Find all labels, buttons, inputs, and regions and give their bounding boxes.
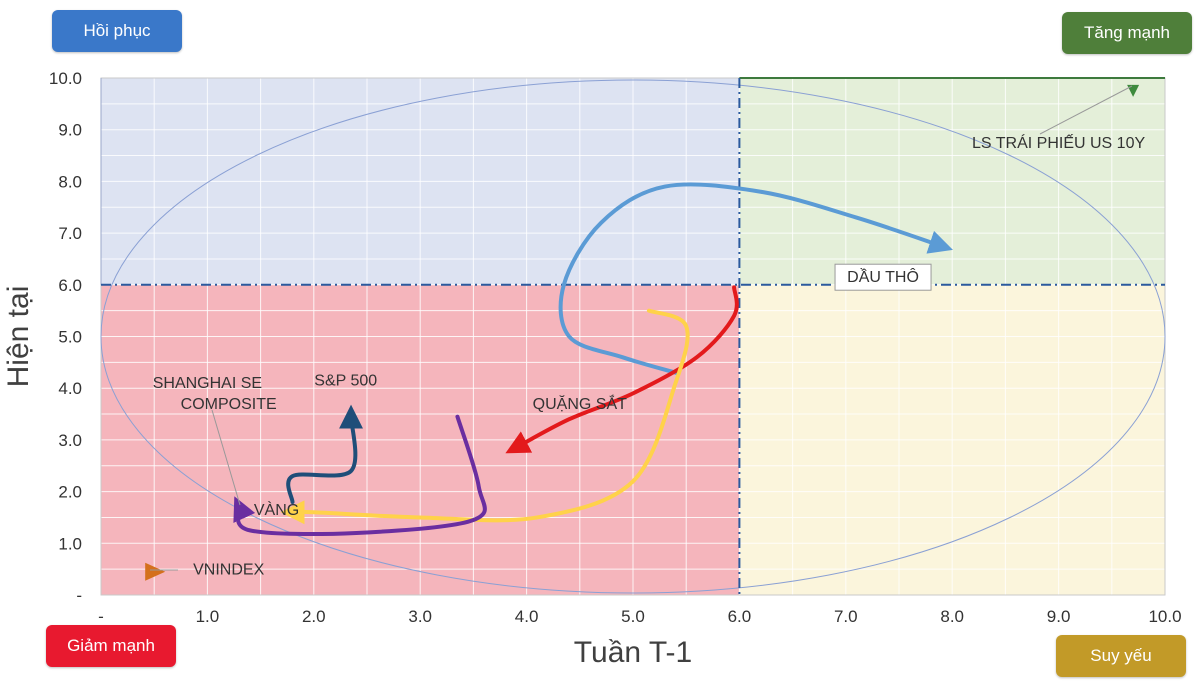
x-tick-label: 3.0 bbox=[408, 607, 432, 626]
quadrant-dividers bbox=[101, 78, 1165, 595]
y-tick-label: 6.0 bbox=[58, 276, 82, 295]
quadrant-badge-recovery: Hồi phục bbox=[52, 10, 182, 52]
y-tick-label: 1.0 bbox=[58, 534, 82, 553]
annotation-label: SHANGHAI SE bbox=[153, 375, 262, 392]
series-layer bbox=[145, 84, 1140, 581]
x-tick-label: 5.0 bbox=[621, 607, 645, 626]
vnindex-marker bbox=[145, 562, 166, 581]
x-axis-ticks: - 1.0 2.0 3.0 4.0 5.0 6.0 7.0 8.0 9.0 10.0 bbox=[98, 607, 1181, 626]
quadrant-badge-weak: Suy yếu bbox=[1056, 635, 1186, 677]
y-tick-label: 2.0 bbox=[58, 483, 82, 502]
series-line bbox=[286, 404, 364, 504]
x-axis-label: Tuần T-1 bbox=[574, 636, 692, 669]
series-line bbox=[505, 285, 739, 454]
annotation-label: QUẶNG SẮT bbox=[533, 394, 627, 413]
y-tick-label: 7.0 bbox=[58, 224, 82, 243]
y-tick-label: 8.0 bbox=[58, 172, 82, 191]
x-tick-label: 9.0 bbox=[1047, 607, 1071, 626]
annotation-label: VNINDEX bbox=[193, 561, 264, 578]
y-tick-label: 5.0 bbox=[58, 328, 82, 347]
bond-marker bbox=[1127, 84, 1140, 97]
cycle-ellipse bbox=[100, 79, 1166, 594]
annotation-box bbox=[834, 263, 932, 291]
annotation-label: LS TRÁI PHIẾU US 10Y bbox=[972, 133, 1145, 152]
y-tick-label: 3.0 bbox=[58, 431, 82, 450]
x-tick-label: 10.0 bbox=[1148, 607, 1181, 626]
bond-leader-line bbox=[1039, 85, 1133, 135]
y-tick-label: - bbox=[76, 586, 82, 605]
x-tick-label: 4.0 bbox=[515, 607, 539, 626]
x-tick-label: 2.0 bbox=[302, 607, 326, 626]
y-tick-label: 10.0 bbox=[49, 69, 82, 88]
annotation-label: DẦU THÔ bbox=[847, 267, 919, 286]
x-tick-label: 6.0 bbox=[728, 607, 752, 626]
shanghai-leader-line bbox=[211, 409, 241, 506]
annotations-layer: DẦU THÔ QUẶNG SẮT VÀNG SHANGHAI SE COMPOSITE… bbox=[153, 133, 1146, 579]
annotation-label: COMPOSITE bbox=[181, 396, 277, 413]
annotation-label: VÀNG bbox=[254, 500, 299, 519]
y-axis-label: Hiện tại bbox=[2, 286, 35, 388]
series-line bbox=[280, 308, 690, 525]
x-tick-label: 1.0 bbox=[196, 607, 220, 626]
x-tick-label: - bbox=[98, 607, 104, 626]
quadrant-badge-decline: Giảm mạnh bbox=[46, 625, 176, 667]
series-line bbox=[233, 414, 487, 537]
x-tick-label: 7.0 bbox=[834, 607, 858, 626]
y-axis-ticks: - 1.0 2.0 3.0 4.0 5.0 6.0 7.0 8.0 9.0 10.0 bbox=[49, 69, 82, 605]
series-line bbox=[558, 182, 953, 375]
quadrant-badge-strong: Tăng mạnh bbox=[1062, 12, 1192, 54]
y-tick-label: 4.0 bbox=[58, 379, 82, 398]
x-tick-label: 8.0 bbox=[940, 607, 964, 626]
annotation-label: S&P 500 bbox=[314, 373, 377, 390]
y-tick-label: 9.0 bbox=[58, 121, 82, 140]
